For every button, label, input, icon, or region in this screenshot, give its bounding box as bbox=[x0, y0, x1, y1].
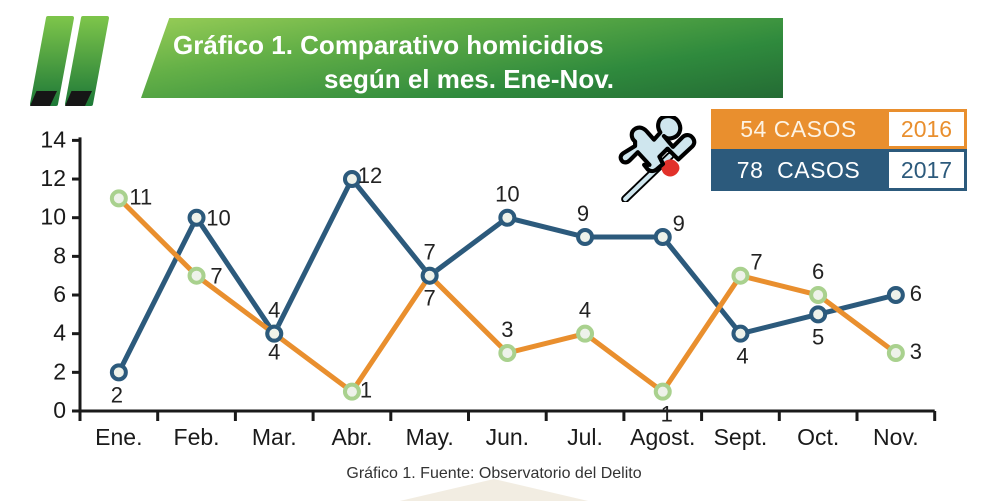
svg-text:11: 11 bbox=[129, 184, 152, 209]
svg-text:10: 10 bbox=[206, 206, 230, 231]
svg-text:9: 9 bbox=[577, 201, 589, 226]
svg-text:Abr.: Abr. bbox=[331, 424, 372, 450]
svg-text:Jun.: Jun. bbox=[486, 424, 529, 450]
svg-text:1: 1 bbox=[360, 378, 372, 403]
svg-text:0: 0 bbox=[53, 397, 66, 423]
svg-text:12: 12 bbox=[40, 165, 66, 191]
svg-text:Ene.: Ene. bbox=[95, 424, 142, 450]
svg-text:Jul.: Jul. bbox=[567, 424, 603, 450]
svg-text:4: 4 bbox=[736, 344, 748, 369]
svg-text:3: 3 bbox=[501, 317, 513, 342]
svg-text:Mar.: Mar. bbox=[252, 424, 297, 450]
svg-text:4: 4 bbox=[53, 320, 66, 346]
svg-text:9: 9 bbox=[673, 211, 685, 236]
svg-text:10: 10 bbox=[495, 182, 519, 207]
svg-text:12: 12 bbox=[358, 163, 382, 188]
svg-text:Feb.: Feb. bbox=[174, 424, 220, 450]
svg-text:6: 6 bbox=[910, 281, 922, 306]
svg-text:Agost.: Agost. bbox=[630, 424, 695, 450]
svg-text:Oct.: Oct. bbox=[797, 424, 839, 450]
svg-text:Sept.: Sept. bbox=[714, 424, 768, 450]
svg-text:May.: May. bbox=[406, 424, 454, 450]
svg-text:6: 6 bbox=[812, 259, 824, 284]
svg-text:3: 3 bbox=[910, 339, 922, 364]
svg-text:7: 7 bbox=[210, 264, 222, 289]
svg-text:7: 7 bbox=[750, 250, 762, 275]
svg-text:10: 10 bbox=[40, 204, 66, 230]
svg-text:2: 2 bbox=[53, 358, 66, 384]
svg-text:Nov.: Nov. bbox=[873, 424, 919, 450]
svg-text:4: 4 bbox=[268, 340, 280, 365]
svg-text:4: 4 bbox=[268, 298, 280, 323]
svg-text:4: 4 bbox=[579, 298, 591, 323]
svg-text:7: 7 bbox=[424, 240, 436, 265]
svg-text:5: 5 bbox=[812, 324, 824, 349]
svg-text:14: 14 bbox=[40, 126, 66, 152]
svg-text:2: 2 bbox=[111, 382, 123, 407]
svg-text:7: 7 bbox=[424, 286, 436, 311]
svg-text:6: 6 bbox=[53, 281, 66, 307]
svg-text:8: 8 bbox=[53, 242, 66, 268]
svg-text:1: 1 bbox=[661, 402, 673, 427]
